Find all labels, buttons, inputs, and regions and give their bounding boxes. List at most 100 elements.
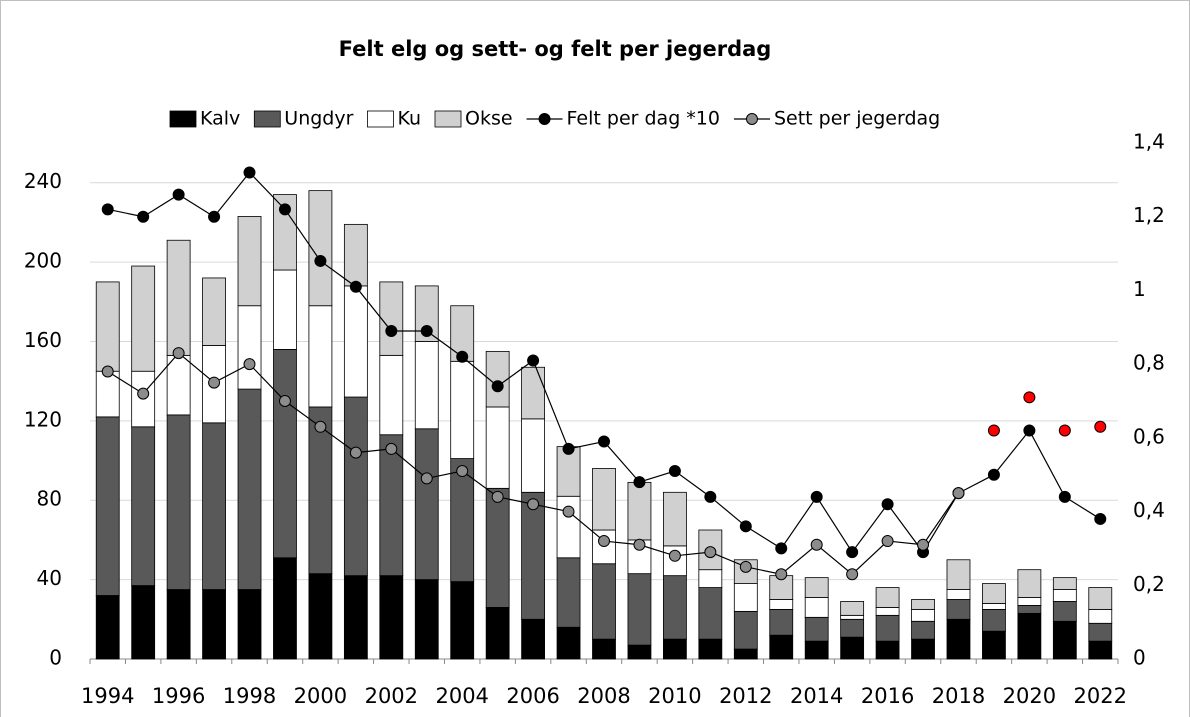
- bar: [698, 569, 723, 588]
- bar: [840, 601, 865, 616]
- bar: [769, 599, 794, 610]
- bar: [627, 644, 652, 660]
- bar: [911, 620, 935, 640]
- legend-swatch: [434, 110, 462, 128]
- y2-tick-label: 0,2: [1133, 572, 1165, 596]
- marker: [633, 538, 646, 551]
- bar: [166, 239, 191, 356]
- bar: [556, 495, 581, 559]
- bar: [698, 638, 723, 660]
- marker: [278, 203, 291, 216]
- y2-tick-label: 1,4: [1133, 130, 1165, 154]
- y-tick-label: 160: [24, 328, 62, 352]
- bar: [521, 618, 546, 660]
- bar: [521, 418, 546, 493]
- legend-label: Felt per dag *10: [567, 108, 720, 130]
- marker: [881, 498, 894, 511]
- x-tick-label: 2010: [648, 684, 701, 708]
- x-tick-label: 2014: [790, 684, 843, 708]
- marker: [385, 324, 398, 337]
- marker: [704, 546, 717, 559]
- bar: [379, 354, 404, 436]
- marker: [704, 490, 717, 503]
- marker: [172, 347, 185, 360]
- marker: [491, 380, 504, 393]
- x-tick-label: 2022: [1074, 684, 1127, 708]
- bar: [343, 575, 368, 660]
- bar: [202, 422, 226, 590]
- bar: [1052, 620, 1077, 660]
- marker: [349, 446, 362, 459]
- legend-swatch: [253, 110, 281, 128]
- legend-label: Ungdyr: [284, 108, 353, 130]
- bar: [875, 587, 900, 608]
- marker: [137, 387, 150, 400]
- bar: [946, 589, 971, 600]
- x-tick-label: 1994: [81, 684, 134, 708]
- marker: [314, 254, 327, 267]
- bar: [1088, 622, 1113, 642]
- marker: [314, 420, 327, 433]
- marker: [775, 542, 788, 555]
- bar: [769, 634, 794, 660]
- bar: [485, 607, 510, 660]
- bar: [95, 281, 120, 372]
- bar: [982, 603, 1006, 610]
- x-tick-label: 1996: [152, 684, 205, 708]
- legend-swatch: [367, 110, 394, 128]
- bar: [946, 599, 971, 620]
- marker: [633, 476, 646, 489]
- bar: [662, 638, 687, 660]
- bar: [911, 638, 935, 660]
- bar: [166, 589, 191, 660]
- bar: [982, 630, 1006, 660]
- marker: [1058, 424, 1071, 437]
- bar: [485, 406, 510, 489]
- x-tick-label: 2004: [435, 684, 488, 708]
- bar: [414, 341, 439, 430]
- bar: [343, 223, 368, 287]
- marker: [349, 280, 362, 293]
- bar: [1017, 605, 1042, 614]
- marker: [881, 535, 894, 548]
- y2-tick-label: 0,6: [1133, 424, 1165, 448]
- bar: [840, 618, 865, 638]
- bar: [237, 388, 262, 590]
- bar: [273, 348, 297, 559]
- y-tick-label: 240: [24, 169, 62, 193]
- marker: [385, 442, 398, 455]
- bar: [485, 487, 510, 608]
- bar: [237, 305, 262, 390]
- bar: [414, 428, 439, 581]
- bar: [166, 354, 191, 416]
- bar: [627, 481, 652, 541]
- bar: [804, 597, 829, 618]
- x-tick-label: 2016: [861, 684, 914, 708]
- bar: [131, 265, 156, 372]
- bar: [662, 575, 687, 640]
- bar: [592, 468, 616, 531]
- marker: [1023, 424, 1036, 437]
- bar: [592, 563, 616, 640]
- bar: [414, 285, 439, 342]
- bar: [1052, 577, 1077, 590]
- marker: [101, 365, 114, 378]
- bar: [95, 416, 120, 596]
- y2-tick-label: 1: [1133, 277, 1146, 301]
- marker: [668, 549, 681, 562]
- bar: [592, 638, 616, 660]
- bar: [273, 557, 297, 660]
- bar: [946, 559, 971, 590]
- bar: [733, 583, 758, 612]
- marker: [598, 535, 610, 548]
- legend-label: Sett per jegerdag: [774, 108, 940, 130]
- x-tick-label: 2000: [294, 684, 347, 708]
- marker: [208, 210, 221, 223]
- marker: [527, 354, 540, 367]
- legend-label: Kalv: [200, 108, 240, 130]
- bar: [1088, 640, 1113, 660]
- marker: [739, 520, 752, 533]
- marker: [527, 498, 540, 511]
- legend-label: Okse: [465, 108, 513, 130]
